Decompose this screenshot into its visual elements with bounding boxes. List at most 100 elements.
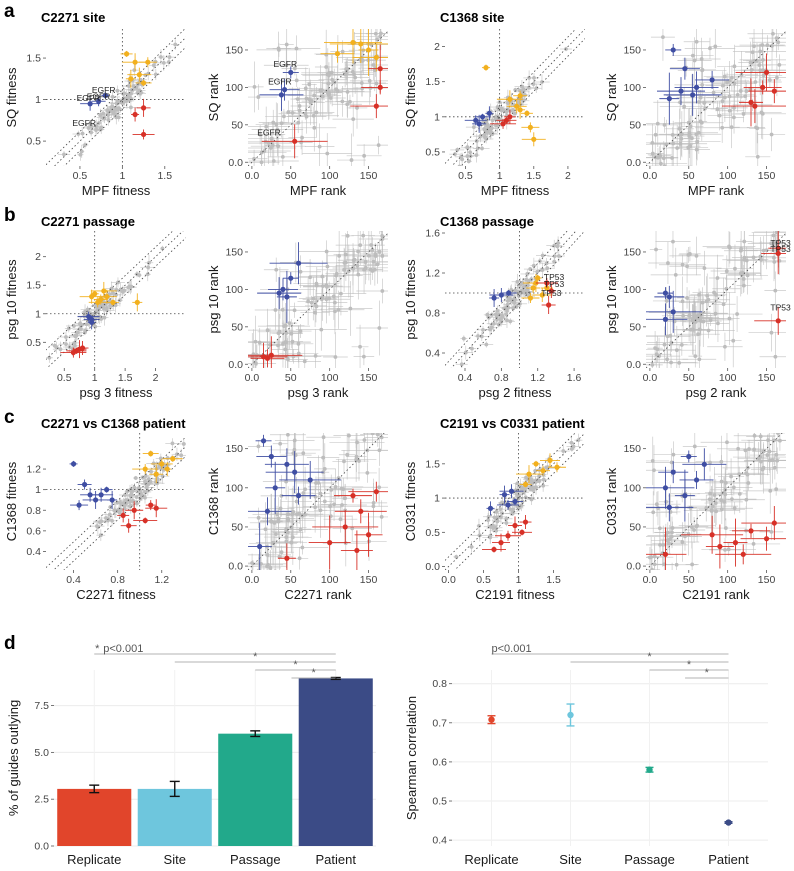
significance-star: *: [95, 643, 100, 655]
data-point-blue: [295, 493, 302, 499]
data-point-gold: [164, 466, 170, 472]
data-point-gold: [527, 295, 534, 301]
bg-point: [693, 354, 698, 359]
bg-point: [686, 532, 691, 537]
bg-point: [776, 421, 780, 425]
bg-point: [687, 134, 692, 138]
background-points: [248, 29, 388, 166]
y-axis-label: C1368 rank: [206, 467, 221, 535]
bg-point: [170, 441, 175, 446]
bg-point: [354, 422, 358, 426]
bg-point: [161, 61, 166, 65]
x-tick-label: 150: [758, 372, 776, 384]
bg-point: [732, 115, 736, 120]
y-tick-label: 2: [35, 251, 41, 263]
x-tick-label: 1: [516, 574, 522, 586]
bg-point: [289, 331, 294, 336]
data-point-red: [268, 352, 274, 358]
bg-point: [256, 515, 261, 520]
bg-point: [732, 64, 737, 69]
bg-point: [723, 526, 728, 530]
highlighted-points: [248, 434, 388, 570]
x-tick-label: 0.0: [643, 170, 658, 182]
bg-point: [322, 467, 327, 471]
bg-point: [758, 455, 763, 459]
bg-point: [343, 541, 348, 546]
y-axis-label: psg 10 fitness: [403, 259, 418, 340]
bg-point: [372, 267, 377, 272]
bg-point: [700, 300, 705, 305]
bg-point: [755, 154, 760, 159]
data-point-blue: [102, 92, 108, 99]
bg-point: [654, 247, 658, 252]
bg-point: [769, 132, 774, 137]
data-point-blue: [284, 294, 290, 300]
bg-point: [292, 438, 297, 443]
bg-point: [669, 460, 674, 465]
x-tick-label: 50: [683, 170, 695, 182]
x-tick-label: 0.5: [458, 170, 473, 182]
bg-point: [73, 343, 77, 348]
bg-point: [254, 361, 258, 366]
bg-point: [273, 569, 277, 570]
bg-point: [363, 265, 368, 270]
bg-point: [524, 277, 529, 282]
bg-point: [671, 452, 676, 457]
data-point-gold: [159, 461, 165, 467]
data-point-blue: [508, 488, 515, 494]
data-point-red: [763, 536, 770, 542]
bg-point: [461, 336, 466, 341]
bg-point: [340, 99, 345, 104]
x-tick-label: 2: [153, 372, 159, 384]
y-axis-label: % of guides outlying: [6, 700, 21, 816]
y-tick-label: 1.6: [425, 228, 440, 240]
data-point-gold: [134, 299, 140, 305]
x-tick-label: 0.0: [441, 574, 456, 586]
bg-point: [715, 276, 720, 280]
bg-point: [775, 75, 779, 80]
bg-point: [729, 125, 734, 130]
bg-point: [328, 96, 333, 100]
bg-point: [685, 295, 689, 300]
bg-point: [321, 435, 326, 440]
bg-point: [658, 369, 662, 373]
bg-point: [78, 152, 83, 157]
bg-point: [377, 249, 382, 254]
significance-label: *: [293, 659, 298, 671]
bg-point: [690, 53, 695, 58]
x-tick-label: 50: [683, 574, 695, 586]
bg-point: [674, 562, 679, 567]
bg-point: [682, 104, 687, 109]
data-point-red: [327, 540, 333, 546]
bg-point: [466, 159, 471, 164]
significance-label: *: [705, 667, 710, 679]
bg-point: [523, 495, 528, 500]
panel-label-d: d: [4, 633, 16, 654]
data-point-red: [717, 543, 723, 550]
bg-point: [325, 151, 330, 156]
bg-point: [296, 341, 301, 346]
bg-point: [776, 418, 780, 422]
data-point-red: [498, 540, 504, 546]
bg-point: [377, 485, 382, 490]
bg-point: [253, 339, 258, 344]
bg-point: [93, 324, 98, 329]
bg-point: [721, 302, 726, 307]
y-tick-label: 100: [225, 482, 243, 494]
diagonal-band-line: [445, 231, 568, 366]
data-point-gold: [110, 299, 116, 305]
bg-point: [667, 537, 672, 542]
data-point-gold: [153, 471, 159, 477]
chart-c3: C2191 vs C0331 patient 0.0 0.5 1 1.5 0.0 0.5 1 1…: [403, 416, 585, 602]
x-tick-label: 1.5: [526, 170, 541, 182]
bg-point: [109, 303, 113, 308]
bg-point: [485, 312, 490, 317]
bg-point: [655, 121, 660, 126]
bg-point: [350, 526, 355, 531]
data-point-gold: [170, 456, 176, 462]
diagonal-band-line: [63, 455, 186, 570]
bg-point: [712, 493, 717, 497]
bg-point: [482, 128, 487, 132]
data-point-red: [358, 508, 364, 514]
y-tick-label: 0.8: [425, 308, 440, 320]
